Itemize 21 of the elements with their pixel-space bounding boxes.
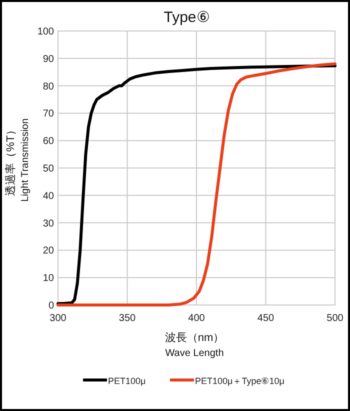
y-tick-label: 20: [42, 246, 54, 257]
y-tick-label: 70: [42, 108, 54, 120]
chart-title: Type⑥: [164, 9, 210, 26]
x-tick-label: 350: [118, 313, 136, 324]
x-axis-title: 波長（nm） Wave Length: [164, 331, 224, 359]
legend-label: PET100μ＋Type⑥10μ: [195, 376, 284, 386]
y-tick-label: 10: [42, 273, 54, 284]
y-tick-label: 0: [48, 300, 54, 312]
y-tick-label: 90: [42, 54, 54, 65]
y-axis-title: 透過率（%T） Light Transmission: [4, 118, 31, 202]
legend-label: PET100μ: [108, 376, 146, 386]
x-tick-label: 450: [257, 313, 275, 324]
x-tick-label: 300: [50, 313, 67, 324]
y-tick-label: 50: [42, 164, 54, 174]
y-tick-label: 30: [42, 218, 54, 230]
y-tick-label: 100: [37, 26, 54, 38]
x-tick-label: 500: [326, 313, 344, 324]
y-tick-label: 60: [42, 136, 54, 148]
x-tick-label: 400: [188, 313, 206, 324]
y-tick-label: 80: [42, 81, 54, 92]
y-tick-label: 40: [42, 190, 54, 202]
